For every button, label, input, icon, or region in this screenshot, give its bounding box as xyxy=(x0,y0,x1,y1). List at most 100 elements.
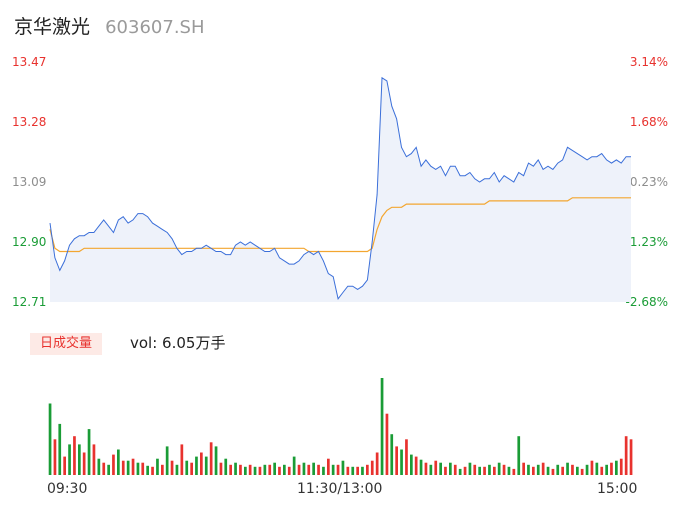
volume-bar xyxy=(141,462,145,475)
y-left-tick-0: 13.47 xyxy=(12,55,47,69)
volume-bar xyxy=(610,462,613,475)
volume-bar xyxy=(268,464,272,475)
volume-bar xyxy=(595,462,599,475)
stock-code: 603607.SH xyxy=(105,17,205,38)
volume-bar xyxy=(302,462,306,475)
chart-header: 京华激光 603607.SH xyxy=(14,12,205,40)
volume-bar xyxy=(78,444,81,475)
y-left-tick-1: 13.28 xyxy=(12,115,47,129)
volume-value: vol: 6.05万手 xyxy=(130,334,226,352)
volume-bar xyxy=(439,462,442,475)
volume-bar xyxy=(561,466,564,475)
volume-bar xyxy=(341,460,345,475)
volume-bar xyxy=(68,444,71,475)
volume-bar xyxy=(444,466,447,475)
volume-bar xyxy=(483,466,486,475)
volume-bar xyxy=(351,466,355,475)
volume-bar xyxy=(546,466,550,475)
volume-bar xyxy=(615,460,618,475)
x-tick-open: 09:30 xyxy=(47,481,88,497)
volume-bar xyxy=(478,466,481,475)
stock-name: 京华激光 xyxy=(14,16,91,38)
volume-bar xyxy=(287,466,291,475)
volume-bar xyxy=(263,464,267,475)
volume-bar xyxy=(322,466,325,475)
volume-bar xyxy=(493,466,496,475)
volume-bar xyxy=(63,456,66,475)
volume-bar xyxy=(307,464,311,475)
y-right-tick-0: 3.14% xyxy=(629,55,668,69)
volume-bar xyxy=(283,464,286,475)
volume-bar xyxy=(497,462,501,475)
volume-bar xyxy=(244,466,247,475)
volume-bar xyxy=(327,458,330,475)
y-right-tick-3: -1.23% xyxy=(625,235,668,249)
volume-bar xyxy=(161,464,164,475)
volume-bar xyxy=(405,439,408,475)
volume-bar xyxy=(458,468,462,475)
volume-bar xyxy=(375,452,379,475)
volume-bar xyxy=(624,436,628,475)
volume-bar xyxy=(278,466,281,475)
volume-bar xyxy=(92,444,96,475)
volume-bar xyxy=(390,434,394,475)
volume-bar xyxy=(292,456,296,475)
volume-bar xyxy=(580,468,584,475)
volume-bar xyxy=(571,464,574,475)
price-line xyxy=(49,76,631,300)
volume-bar xyxy=(195,456,198,475)
price-area xyxy=(50,77,631,302)
volume-bar xyxy=(229,464,232,475)
volume-bar xyxy=(507,466,511,475)
volume-bar xyxy=(605,464,608,475)
volume-bar xyxy=(121,460,125,475)
volume-bar xyxy=(370,460,374,475)
volume-bar xyxy=(273,462,276,475)
volume-bar xyxy=(522,462,525,475)
volume-bar xyxy=(463,466,467,475)
volume-bar xyxy=(297,464,301,475)
volume-bar xyxy=(419,459,423,475)
volume-bar xyxy=(556,464,560,475)
volume-bar xyxy=(517,436,521,475)
volume-bar xyxy=(590,460,594,475)
price-panel xyxy=(49,76,631,302)
volume-bar xyxy=(361,466,364,475)
y-left-tick-3: 12.90 xyxy=(12,235,47,249)
volume-bar xyxy=(502,464,506,475)
volume-bar xyxy=(97,458,101,475)
volume-bar xyxy=(73,436,76,475)
volume-bar xyxy=(346,466,350,475)
volume-bar xyxy=(190,462,193,475)
volume-bar xyxy=(175,464,179,475)
volume-bar xyxy=(600,466,604,475)
volume-bar xyxy=(185,460,189,475)
volume-bar xyxy=(258,466,262,475)
volume-bar xyxy=(527,464,530,475)
volume-bar xyxy=(204,456,208,475)
volume-bar xyxy=(380,378,384,475)
volume-bar xyxy=(512,468,516,475)
volume-bar xyxy=(253,466,257,475)
volume-bar xyxy=(414,456,418,475)
volume-bar xyxy=(151,466,154,475)
volume-bar xyxy=(126,460,130,475)
volume-bar xyxy=(48,403,52,475)
volume-bar xyxy=(473,464,477,475)
volume-bar xyxy=(317,464,320,475)
volume-bar xyxy=(395,446,398,475)
volume-bar xyxy=(200,452,203,475)
volume-bar xyxy=(107,464,110,475)
volume-bar xyxy=(146,465,149,475)
volume-bar xyxy=(585,464,589,475)
volume-bar xyxy=(400,449,403,475)
volume-bar xyxy=(453,464,457,475)
volume-bar xyxy=(248,464,252,475)
volume-bar xyxy=(541,462,545,475)
x-tick-midday: 11:30/13:00 xyxy=(297,481,383,497)
y-left-tick-2: 13.09 xyxy=(12,175,47,189)
volume-bar xyxy=(224,458,228,475)
volume-bar xyxy=(331,464,335,475)
volume-bar xyxy=(619,458,623,475)
